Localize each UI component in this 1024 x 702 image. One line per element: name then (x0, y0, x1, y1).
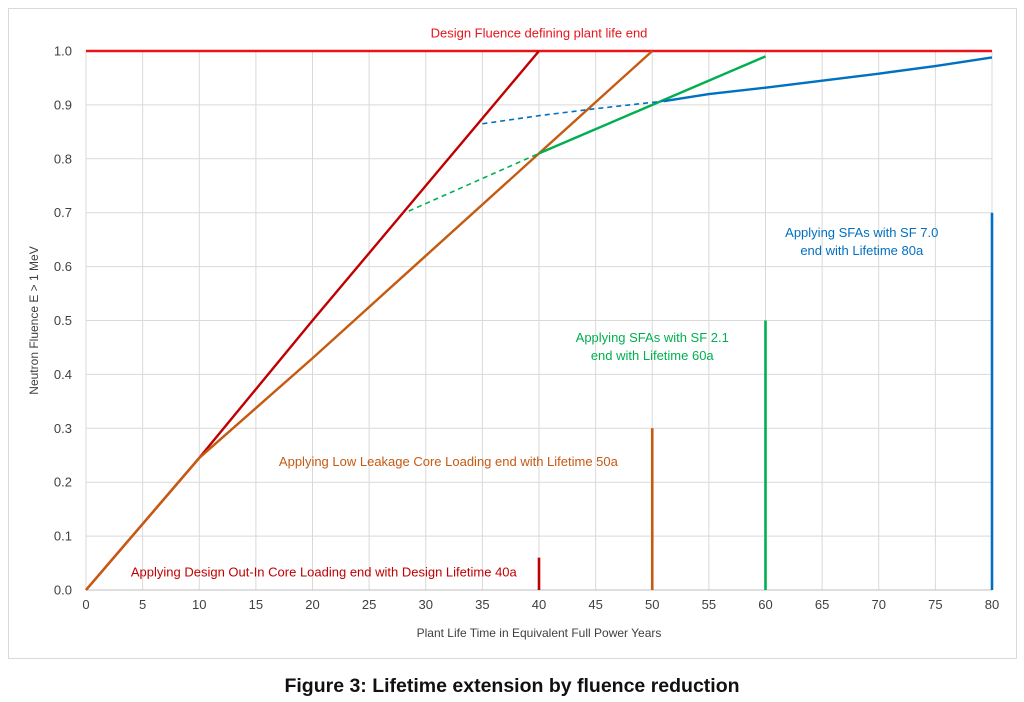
x-tick-label: 50 (645, 597, 659, 612)
annotation-line: end with Lifetime 60a (591, 348, 715, 363)
y-tick-label: 0.0 (54, 583, 72, 598)
x-tick-label: 30 (419, 597, 433, 612)
y-tick-label: 1.0 (54, 44, 72, 59)
series-line-green-dashed (408, 152, 540, 212)
x-tick-label: 45 (588, 597, 602, 612)
annotation-label: Design Fluence defining plant life end (431, 26, 648, 41)
series-line-blue-dashed (482, 100, 664, 125)
annotations: Design Fluence defining plant life end Ap… (131, 26, 938, 580)
y-tick-label: 0.2 (54, 475, 72, 490)
y-axis-label: Neutron Fluence E > 1 MeV (27, 246, 41, 394)
annotation-line: Applying Design Out-In Core Loading end … (131, 565, 518, 580)
series-line-blue-solid (663, 56, 993, 103)
y-tick-label: 0.5 (54, 313, 72, 328)
x-tick-label: 70 (872, 597, 886, 612)
x-tick-label: 40 (532, 597, 546, 612)
y-tick-label: 0.1 (54, 529, 72, 544)
x-axis-label: Plant Life Time in Equivalent Full Power… (417, 626, 662, 640)
annotation-label: Applying Low Leakage Core Loading end wi… (279, 454, 619, 469)
y-tick-label: 0.8 (54, 151, 72, 166)
series-line-green-solid (538, 55, 766, 155)
series-line-orange-solid (85, 50, 654, 591)
figure-caption: Figure 3: Lifetime extension by fluence … (284, 675, 740, 697)
annotation-line: Applying SFAs with SF 2.1 (576, 330, 729, 345)
y-tick-label: 0.6 (54, 259, 72, 274)
x-tick-label: 25 (362, 597, 376, 612)
x-tick-label: 10 (192, 597, 206, 612)
x-tick-label: 20 (305, 597, 319, 612)
x-tick-label: 0 (82, 597, 89, 612)
axes: 0 5 10 15 20 25 30 35 40 45 50 55 60 65 70 75 80 0.0 0.1 0.… (54, 44, 999, 613)
x-tick-label: 35 (475, 597, 489, 612)
annotation-line: Applying Low Leakage Core Loading end wi… (279, 454, 619, 469)
x-tick-label: 80 (985, 597, 999, 612)
x-tick-label: 15 (249, 597, 263, 612)
y-tick-label: 0.9 (54, 97, 72, 112)
x-tick-label: 60 (758, 597, 772, 612)
x-tick-label: 75 (928, 597, 942, 612)
chart-frame: 0 5 10 15 20 25 30 35 40 45 50 55 60 65 70 75 80 0.0 0.1 0.… (8, 8, 1017, 659)
x-tick-label: 55 (702, 597, 716, 612)
x-tick-label: 65 (815, 597, 829, 612)
y-tick-label: 0.3 (54, 421, 72, 436)
annotation-label: Applying SFAs with SF 7.0 end with Lifeti… (785, 225, 938, 258)
y-tick-label: 0.4 (54, 367, 72, 382)
x-tick-label: 5 (139, 597, 146, 612)
fluence-chart: 0 5 10 15 20 25 30 35 40 45 50 55 60 65 70 75 80 0.0 0.1 0.… (27, 26, 999, 640)
annotation-line: end with Lifetime 80a (800, 243, 924, 258)
series-group (85, 49, 993, 591)
y-tick-label: 0.7 (54, 205, 72, 220)
annotation-line: Applying SFAs with SF 7.0 (785, 225, 938, 240)
end-markers (537, 212, 994, 590)
annotation-label: Applying SFAs with SF 2.1 end with Lifeti… (576, 330, 729, 363)
annotation-line: Design Fluence defining plant life end (431, 26, 648, 41)
annotation-label: Applying Design Out-In Core Loading end … (131, 565, 518, 580)
grid (85, 50, 993, 591)
